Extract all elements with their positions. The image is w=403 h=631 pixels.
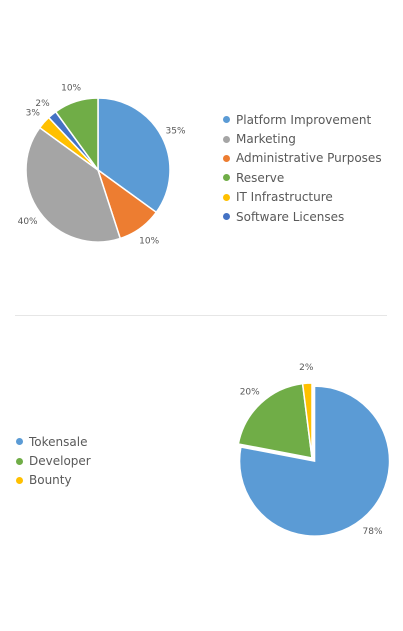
- legend-label: Software Licenses: [236, 209, 345, 224]
- legend-label: Platform Improvement: [236, 112, 372, 127]
- legend-marker-icon: [223, 213, 230, 221]
- legend-item-marketing: Marketing: [223, 129, 382, 148]
- data-label-platform-improvement: 35%: [166, 127, 186, 137]
- data-label-administrative-purposes: 10%: [139, 236, 159, 246]
- legend-marker-icon: [223, 174, 230, 182]
- legend-marker-icon: [16, 476, 23, 484]
- legend-label: Tokensale: [29, 434, 88, 449]
- legend-label: Reserve: [236, 170, 285, 185]
- legend-item-reserve: Reserve: [223, 168, 382, 187]
- pie-slice-bounty: [301, 382, 313, 459]
- legend-label: Marketing: [236, 132, 296, 147]
- legend-marker-icon: [223, 116, 230, 124]
- pie-slice-developer: [237, 382, 313, 459]
- legend-marker-icon: [16, 438, 23, 446]
- legend-item-administrative-purposes: Administrative Purposes: [223, 149, 382, 168]
- legend-item-platform-improvement: Platform Improvement: [223, 110, 382, 129]
- data-label-reserve: 10%: [61, 83, 81, 93]
- data-label-software-licenses: 2%: [35, 99, 50, 109]
- legend-marker-icon: [223, 154, 230, 162]
- pie-slice-platform-improvement: [97, 97, 171, 214]
- pie-slice-reserve: [54, 97, 99, 173]
- data-label-it-infrastructure: 3%: [26, 108, 41, 118]
- legend-marker-icon: [16, 457, 23, 465]
- data-label-bounty: 2%: [299, 363, 314, 373]
- legend-marker-icon: [223, 135, 230, 143]
- legend-allocation: Platform Improvement Marketing Administrat…: [223, 110, 382, 226]
- data-label-marketing: 40%: [18, 217, 38, 227]
- legend-item-software-licenses: Software Licenses: [223, 207, 382, 226]
- pie-slice-tokensale: [238, 385, 391, 537]
- legend-item-tokensale: Tokensale: [16, 432, 91, 451]
- data-label-tokensale: 78%: [363, 527, 383, 537]
- legend-label: Developer: [29, 454, 91, 469]
- legend-marker-icon: [223, 193, 230, 201]
- legend-label: IT Infrastructure: [236, 190, 333, 205]
- legend-item-it-infrastructure: IT Infrastructure: [223, 188, 382, 207]
- legend-label: Bounty: [29, 473, 72, 488]
- section-divider: [15, 315, 387, 316]
- pie-chart-allocation: 35% 10% 40% 3%2% 10%: [18, 83, 186, 246]
- legend-item-developer: Developer: [16, 451, 91, 470]
- legend-item-bounty: Bounty: [16, 471, 91, 490]
- legend-label: Administrative Purposes: [236, 151, 382, 166]
- pie-slice-marketing: [25, 126, 122, 243]
- legend-distribution: Tokensale Developer Bounty: [16, 432, 91, 490]
- data-label-developer: 20%: [240, 388, 260, 398]
